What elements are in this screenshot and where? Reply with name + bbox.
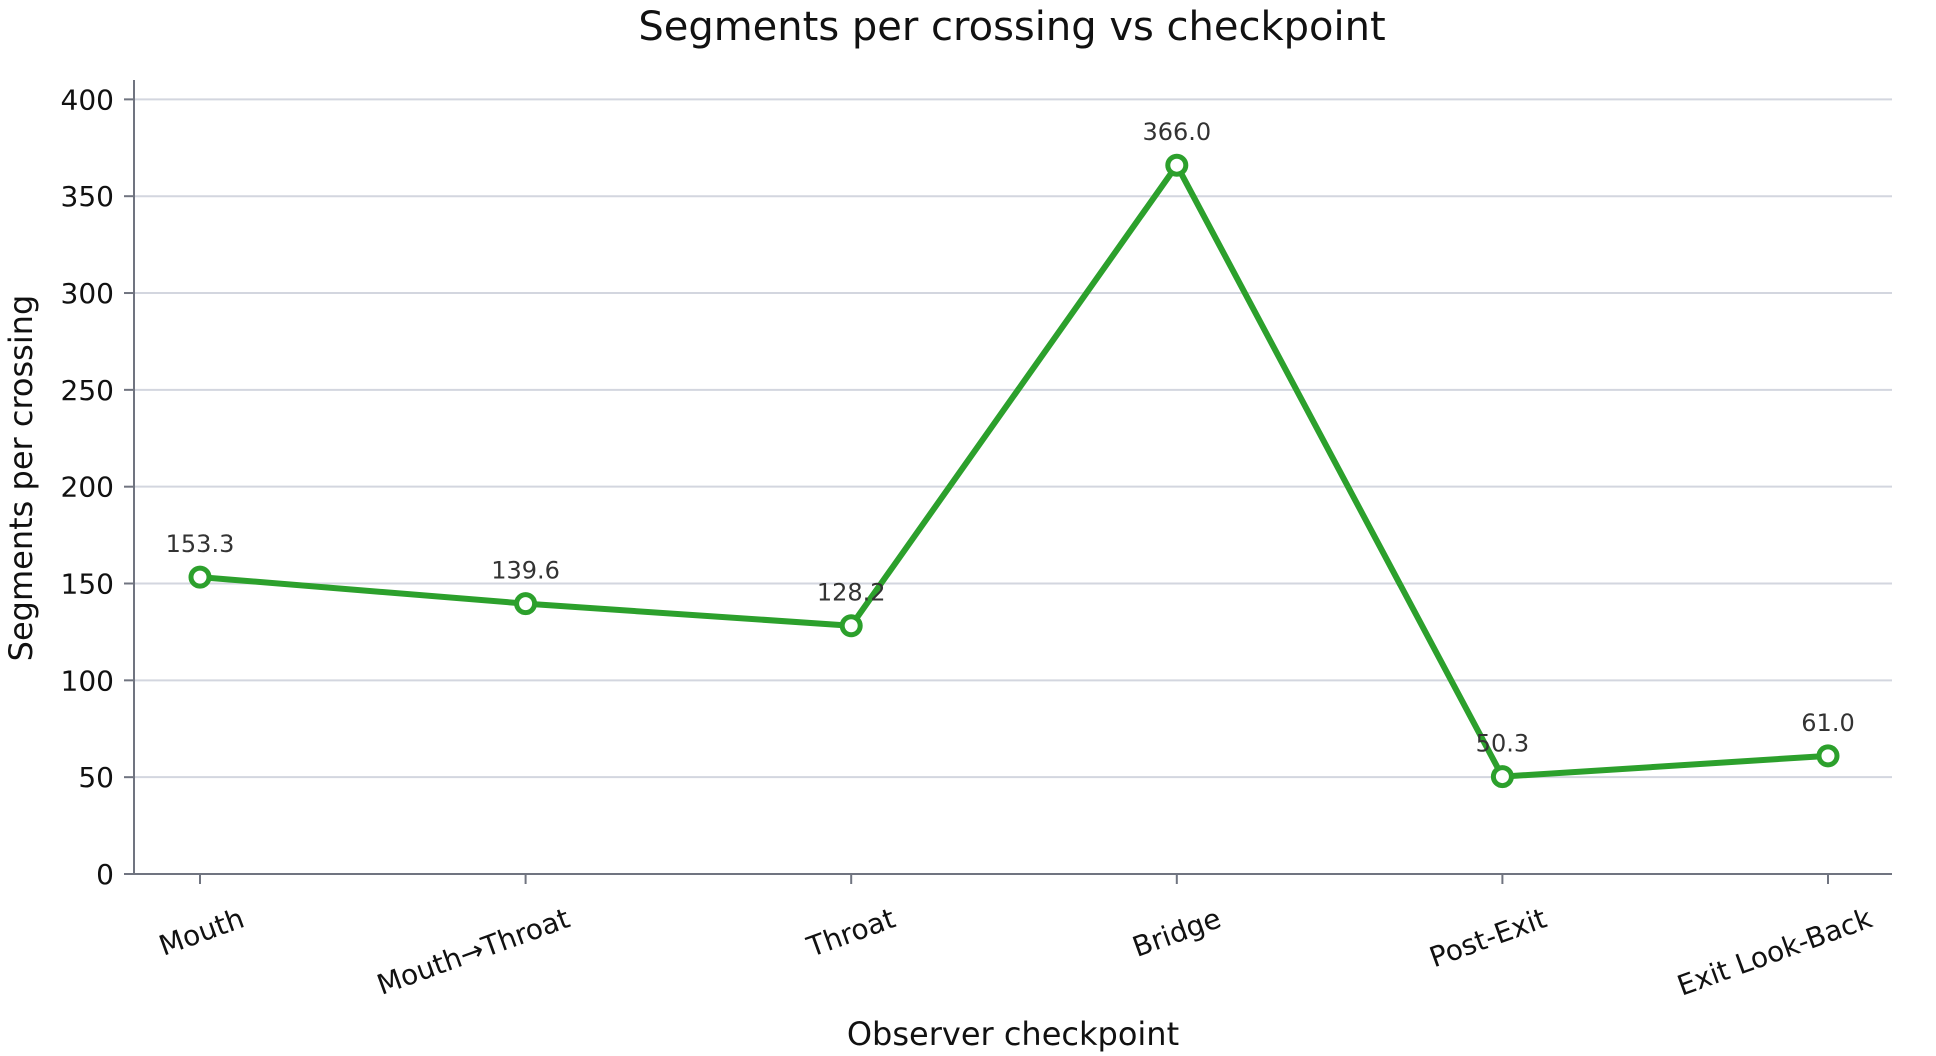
x-tick-label: Mouth xyxy=(155,902,249,963)
data-point xyxy=(1165,153,1189,177)
x-axis-title: Observer checkpoint xyxy=(847,1015,1179,1053)
data-point xyxy=(1816,744,1840,768)
x-tick-label: Exit Look-Back xyxy=(1673,901,1877,1002)
data-label: 366.0 xyxy=(1142,118,1211,146)
x-tick-label: Mouth→Throat xyxy=(373,902,574,1002)
y-tick-label: 100 xyxy=(61,664,114,697)
x-ticks: Mouth Mouth→Throat Throat Bridge Post-Exit Ex… xyxy=(155,874,1877,1003)
series-line xyxy=(197,162,1831,780)
gridlines xyxy=(134,98,1892,779)
x-tick-label: Bridge xyxy=(1128,902,1225,964)
y-ticks: 0 50 100 150 200 250 300 350 400 xyxy=(61,83,134,891)
data-label: 61.0 xyxy=(1801,709,1854,737)
y-tick-label: 150 xyxy=(61,568,114,601)
y-tick-label: 300 xyxy=(61,277,114,310)
y-axis-title: Segments per crossing xyxy=(2,295,40,662)
data-label: 153.3 xyxy=(166,530,235,558)
x-tick-label: Post-Exit xyxy=(1425,902,1551,975)
y-tick-label: 400 xyxy=(61,83,114,116)
data-label: 128.2 xyxy=(817,579,886,607)
y-tick-label: 350 xyxy=(61,180,114,213)
y-tick-label: 0 xyxy=(96,858,114,891)
y-tick-label: 200 xyxy=(61,471,114,504)
data-labels: 153.3 139.6 128.2 366.0 50.3 61.0 xyxy=(166,118,1855,757)
y-tick-label: 250 xyxy=(61,374,114,407)
x-tick-label: Throat xyxy=(802,902,900,964)
data-point xyxy=(188,565,212,589)
y-tick-label: 50 xyxy=(78,761,114,794)
data-point xyxy=(839,614,863,638)
series-line-group xyxy=(188,153,1840,789)
data-point xyxy=(1490,765,1514,789)
data-label: 50.3 xyxy=(1476,730,1529,758)
data-label: 139.6 xyxy=(491,557,560,585)
chart-title: Segments per crossing vs checkpoint xyxy=(638,4,1385,50)
data-point xyxy=(514,592,538,616)
